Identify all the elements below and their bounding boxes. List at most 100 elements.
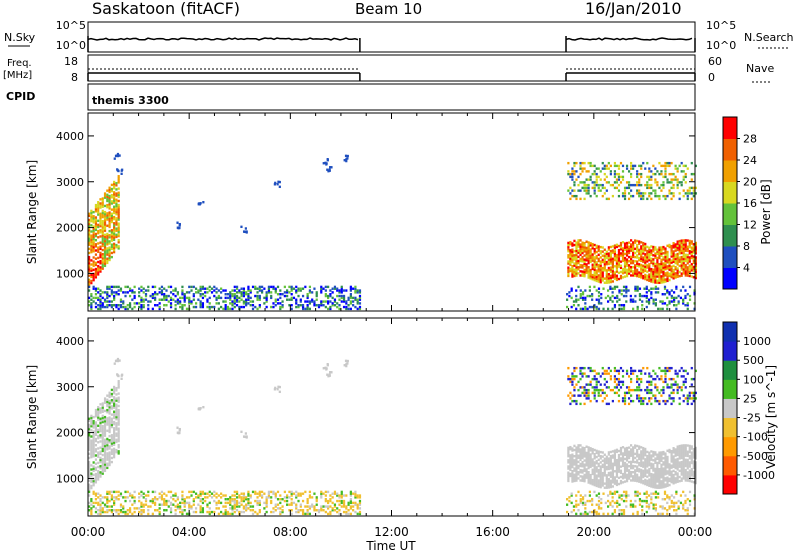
velocity-cell bbox=[181, 509, 183, 511]
power-cell bbox=[650, 268, 652, 270]
power-cell bbox=[604, 269, 606, 271]
velocity-cell bbox=[571, 480, 573, 482]
power-cell bbox=[600, 279, 602, 281]
velocity-cell bbox=[571, 493, 573, 495]
power-cell bbox=[650, 258, 652, 260]
power-cell bbox=[90, 299, 92, 301]
velocity-cell bbox=[215, 493, 217, 495]
power-cell bbox=[95, 218, 97, 220]
velocity-cell bbox=[626, 449, 628, 451]
velocity-cell bbox=[648, 472, 650, 474]
power-cell bbox=[616, 264, 618, 266]
power-cell bbox=[654, 248, 656, 250]
velocity-cell bbox=[679, 463, 681, 465]
power-panel-frame bbox=[88, 113, 695, 311]
power-cell bbox=[318, 304, 320, 306]
velocity-cell bbox=[654, 453, 656, 455]
power-cell bbox=[626, 271, 628, 273]
power-cell bbox=[596, 263, 598, 265]
power-cell bbox=[600, 273, 602, 275]
power-cell bbox=[662, 187, 664, 189]
power-cell bbox=[634, 184, 636, 186]
power-cell bbox=[154, 291, 156, 293]
velocity-cell bbox=[662, 474, 664, 476]
noise-left-tick-bottom: 10^0 bbox=[56, 39, 86, 52]
power-cell bbox=[118, 218, 120, 220]
velocity-cell bbox=[111, 440, 113, 442]
power-cell bbox=[195, 288, 197, 290]
power-cell bbox=[567, 170, 569, 172]
velocity-cell bbox=[634, 453, 636, 455]
power-cell bbox=[608, 248, 610, 250]
velocity-cell bbox=[325, 505, 327, 507]
power-cell bbox=[90, 239, 92, 241]
velocity-cell bbox=[266, 511, 268, 513]
velocity-cell bbox=[584, 502, 586, 504]
velocity-cell bbox=[118, 432, 120, 434]
velocity-cell bbox=[209, 494, 211, 496]
power-cell bbox=[154, 286, 156, 288]
velocity-cell bbox=[644, 481, 646, 483]
velocity-cell bbox=[104, 470, 106, 472]
power-cell bbox=[648, 184, 650, 186]
power-cell bbox=[102, 220, 104, 222]
power-cell bbox=[612, 268, 614, 270]
power-cell bbox=[632, 260, 634, 262]
velocity-cell bbox=[626, 476, 628, 478]
velocity-cell bbox=[646, 469, 648, 471]
power-cell bbox=[359, 289, 361, 291]
power-cell bbox=[567, 244, 569, 246]
power-cell bbox=[583, 244, 585, 246]
velocity-cell bbox=[677, 468, 679, 470]
velocity-cell bbox=[658, 468, 660, 470]
power-cell bbox=[357, 289, 359, 291]
power-cell bbox=[606, 275, 608, 277]
power-cell bbox=[677, 245, 679, 247]
power-cell bbox=[630, 274, 632, 276]
velocity-cell bbox=[620, 451, 622, 453]
velocity-cell bbox=[642, 453, 644, 455]
power-cell bbox=[104, 229, 106, 231]
velocity-cell bbox=[97, 476, 99, 478]
power-cell bbox=[204, 295, 206, 297]
power-cell bbox=[322, 304, 324, 306]
velocity-cell bbox=[567, 394, 569, 396]
power-cell bbox=[104, 248, 106, 250]
velocity-cell bbox=[102, 446, 104, 448]
power-cell bbox=[284, 286, 286, 288]
power-cell bbox=[626, 260, 628, 262]
velocity-cell bbox=[590, 381, 592, 383]
power-cell bbox=[352, 300, 354, 302]
power-cell bbox=[664, 173, 666, 175]
velocity-cell bbox=[575, 467, 577, 469]
velocity-cell bbox=[225, 505, 227, 507]
power-cell bbox=[579, 189, 581, 191]
power-cell bbox=[652, 254, 654, 256]
power-cell bbox=[679, 198, 681, 200]
velocity-cell bbox=[106, 465, 108, 467]
velocity-cell bbox=[642, 455, 644, 457]
velocity-cell bbox=[104, 434, 106, 436]
velocity-cell bbox=[642, 466, 644, 468]
velocity-cell bbox=[95, 498, 97, 500]
velocity-cell bbox=[630, 471, 632, 473]
power-cell bbox=[618, 272, 620, 274]
power-cell bbox=[677, 170, 679, 172]
power-cell bbox=[608, 252, 610, 254]
power-cell bbox=[677, 240, 679, 242]
power-cell bbox=[286, 295, 288, 297]
power-cell bbox=[307, 304, 309, 306]
power-cell bbox=[329, 289, 331, 291]
velocity-cell bbox=[677, 445, 679, 447]
freq-label-line2: [MHz] bbox=[3, 70, 32, 81]
power-cell bbox=[604, 173, 606, 175]
velocity-cell bbox=[154, 491, 156, 493]
velocity-cell bbox=[624, 458, 626, 460]
power-cell bbox=[281, 304, 283, 306]
power-cell bbox=[581, 260, 583, 262]
power-cell bbox=[636, 254, 638, 256]
power-cell bbox=[683, 258, 685, 260]
velocity-cell bbox=[268, 491, 270, 493]
velocity-cell bbox=[579, 471, 581, 473]
